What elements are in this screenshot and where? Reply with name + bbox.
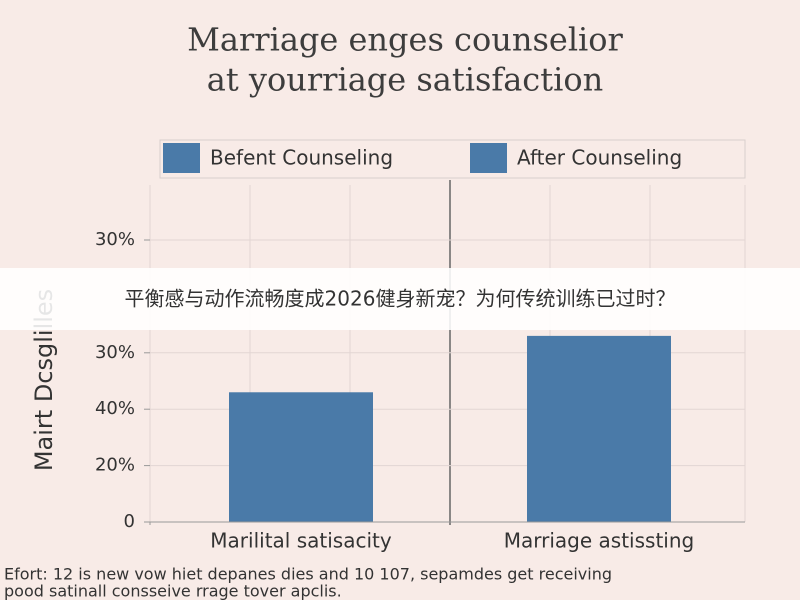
banner-text: 平衡感与动作流畅度成2026健身新宠？为何传统训练已过时？	[125, 287, 676, 311]
y-tick-label: 0	[124, 511, 135, 532]
x-tick-label: Marriage astissting	[504, 529, 694, 553]
legend-swatch	[470, 143, 507, 173]
banner-bg	[0, 268, 800, 330]
legend-label: After Counseling	[517, 146, 682, 170]
legend-swatch	[163, 143, 200, 173]
bar	[527, 335, 671, 522]
y-tick-label: 40%	[95, 398, 135, 419]
bar	[229, 392, 373, 522]
y-tick-label: 30%	[95, 229, 135, 250]
chart-title: Marriage enges counselior	[187, 21, 623, 59]
legend-label: Befent Counseling	[210, 146, 393, 170]
footnote: pood satinall consseive rrage tover apcl…	[4, 582, 342, 600]
x-tick-label: Marilital satisacity	[210, 529, 392, 553]
y-tick-label: 30%	[95, 342, 135, 363]
footnote: Efort: 12 is new vow hiet depanes dies a…	[4, 565, 612, 584]
y-tick-label: 20%	[95, 455, 135, 476]
legend-box	[159, 139, 746, 179]
chart-title: at yourriage satisfaction	[207, 61, 603, 99]
